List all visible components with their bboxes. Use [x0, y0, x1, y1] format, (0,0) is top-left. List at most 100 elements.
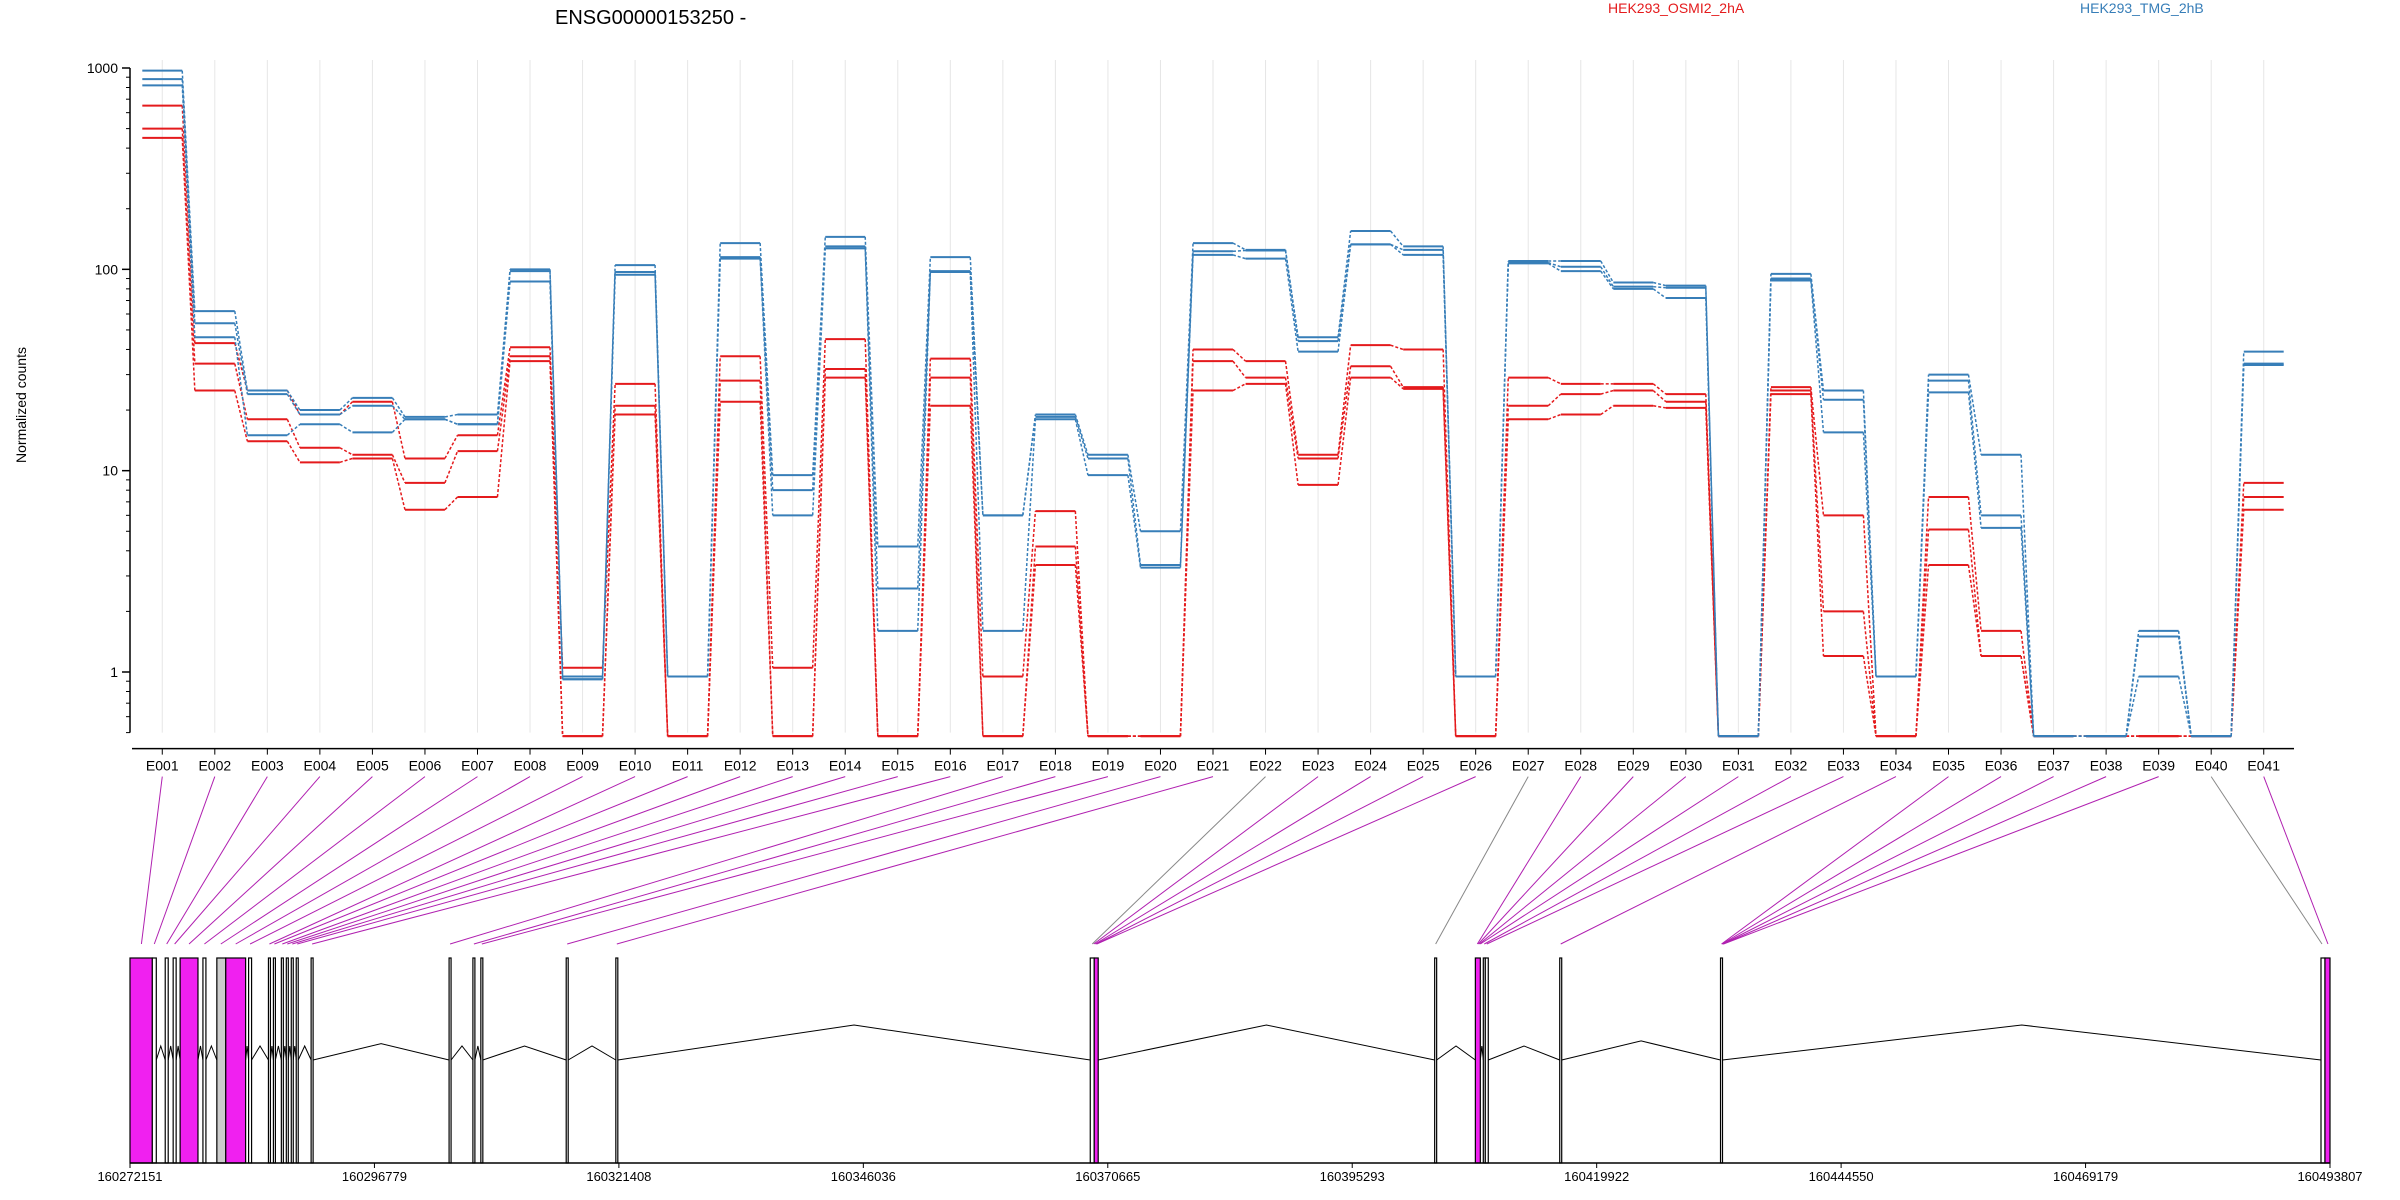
connector-E007: [496, 281, 511, 425]
exon-4: [172, 957, 177, 1164]
connector-E028: [1600, 260, 1614, 283]
connector-E021: [1232, 360, 1247, 379]
exon-link-E014: [292, 776, 846, 945]
connector-E005: [391, 454, 406, 484]
connector-E004: [339, 423, 353, 433]
intron: [297, 1044, 312, 1061]
connector-E032: [1810, 394, 1825, 657]
connector-E028: [1600, 405, 1614, 416]
x-tick-label-E041: E041: [2247, 758, 2280, 774]
exon-link-E025: [1095, 776, 1424, 945]
connector-E022: [1284, 383, 1299, 485]
connector-E020: [1179, 254, 1194, 568]
connector-E015: [916, 257, 932, 547]
connector-E022: [1284, 250, 1299, 342]
exon-20: [565, 957, 569, 1164]
connector-E013: [811, 248, 827, 516]
y-tick-label-10: 10: [102, 463, 118, 479]
connector-E002: [234, 311, 249, 391]
exon-7: [216, 957, 227, 1164]
connector-E029: [1652, 288, 1667, 299]
connector-E009: [601, 414, 616, 737]
exon-2: [151, 957, 157, 1164]
connector-E035: [1967, 392, 1982, 528]
exon-12: [280, 957, 284, 1164]
exon-13: [285, 957, 289, 1164]
connector-E036: [2020, 655, 2035, 737]
intron: [312, 1043, 450, 1061]
connector-E012: [759, 401, 774, 737]
connector-E008: [549, 271, 564, 680]
connector-E027: [1547, 261, 1562, 268]
x-tick-label-E014: E014: [829, 758, 862, 774]
exon-link-E015: [297, 776, 898, 945]
connector-E017: [1022, 511, 1037, 677]
coordinate-label-9: 160469179: [2053, 1169, 2118, 1184]
x-tick-label-E023: E023: [1302, 758, 1335, 774]
coordinate-label-5: 160370665: [1075, 1169, 1140, 1184]
exon-link-E006: [204, 776, 426, 945]
exon-link-E036: [1721, 776, 2002, 945]
connector-E034: [1915, 564, 1930, 737]
legend-entry-tmg: HEK293_TMG_2hB: [2080, 0, 2204, 16]
exon-link-E013: [287, 776, 793, 945]
connector-E001: [181, 128, 196, 364]
exon-15: [295, 957, 299, 1164]
connector-E002: [234, 363, 249, 420]
x-tick-label-E030: E030: [1669, 758, 1702, 774]
exon-link-E041: [2263, 776, 2329, 945]
connector-E026: [1494, 419, 1510, 737]
x-tick-label-E001: E001: [146, 758, 179, 774]
x-tick-label-E033: E033: [1827, 758, 1860, 774]
connector-E003: [286, 418, 301, 449]
legend-entry-osmi: HEK293_OSMI2_2hA: [1608, 0, 1745, 16]
exon-link-E016: [311, 776, 951, 945]
connector-E025: [1442, 254, 1457, 677]
coordinate-label-6: 160395293: [1320, 1169, 1385, 1184]
intron: [197, 1045, 204, 1061]
x-tick-label-E004: E004: [304, 758, 337, 774]
connector-E035: [1967, 380, 1982, 516]
coordinate-label-10: 160493807: [2297, 1169, 2362, 1184]
x-tick-label-E027: E027: [1512, 758, 1545, 774]
connector-E018: [1074, 414, 1089, 455]
connector-E025: [1442, 387, 1457, 737]
exon-link-E007: [220, 776, 478, 945]
series-lines: [142, 69, 2284, 738]
connector-E018: [1074, 564, 1089, 737]
y-axis: 1 10 100 1000: [87, 60, 131, 734]
exon-link-E012: [282, 776, 741, 945]
connector-E021: [1232, 249, 1246, 252]
x-tick-label-E011: E011: [672, 758, 704, 774]
exon-link-E002: [153, 776, 216, 945]
x-tick-label-E037: E037: [2037, 758, 2070, 774]
x-tick-label-E003: E003: [251, 758, 284, 774]
x-tick-label-E035: E035: [1932, 758, 1965, 774]
exon-link-E028: [1476, 776, 1582, 945]
x-tick-label-E026: E026: [1459, 758, 1492, 774]
exon-3: [164, 957, 169, 1164]
connector-E016: [969, 405, 984, 737]
exon-link-E019: [481, 776, 1109, 945]
connector-E026: [1494, 377, 1510, 737]
exon-6: [202, 957, 207, 1164]
exon-24: [1434, 957, 1438, 1164]
connector-E009: [601, 274, 616, 680]
connector-E027: [1547, 393, 1562, 407]
exon-link-E008: [235, 776, 531, 945]
connector-E028: [1600, 389, 1614, 395]
connector-E038: [2125, 636, 2140, 737]
exon-11: [272, 957, 276, 1164]
intron: [1722, 1024, 2322, 1061]
connector-E012: [759, 243, 774, 476]
x-tick-label-E040: E040: [2195, 758, 2228, 774]
exon-27: [1484, 957, 1489, 1164]
connector-E035: [1967, 529, 1982, 657]
exon-9: [247, 957, 253, 1164]
exon-18: [472, 957, 476, 1164]
connector-E024: [1389, 365, 1404, 388]
x-tick-label-E007: E007: [461, 758, 494, 774]
connector-E033: [1862, 515, 1877, 737]
x-tick-label-E034: E034: [1880, 758, 1913, 774]
genomic-coordinate-axis: 160272151 160296779 160321408 160346036 1603…: [97, 1162, 2363, 1184]
